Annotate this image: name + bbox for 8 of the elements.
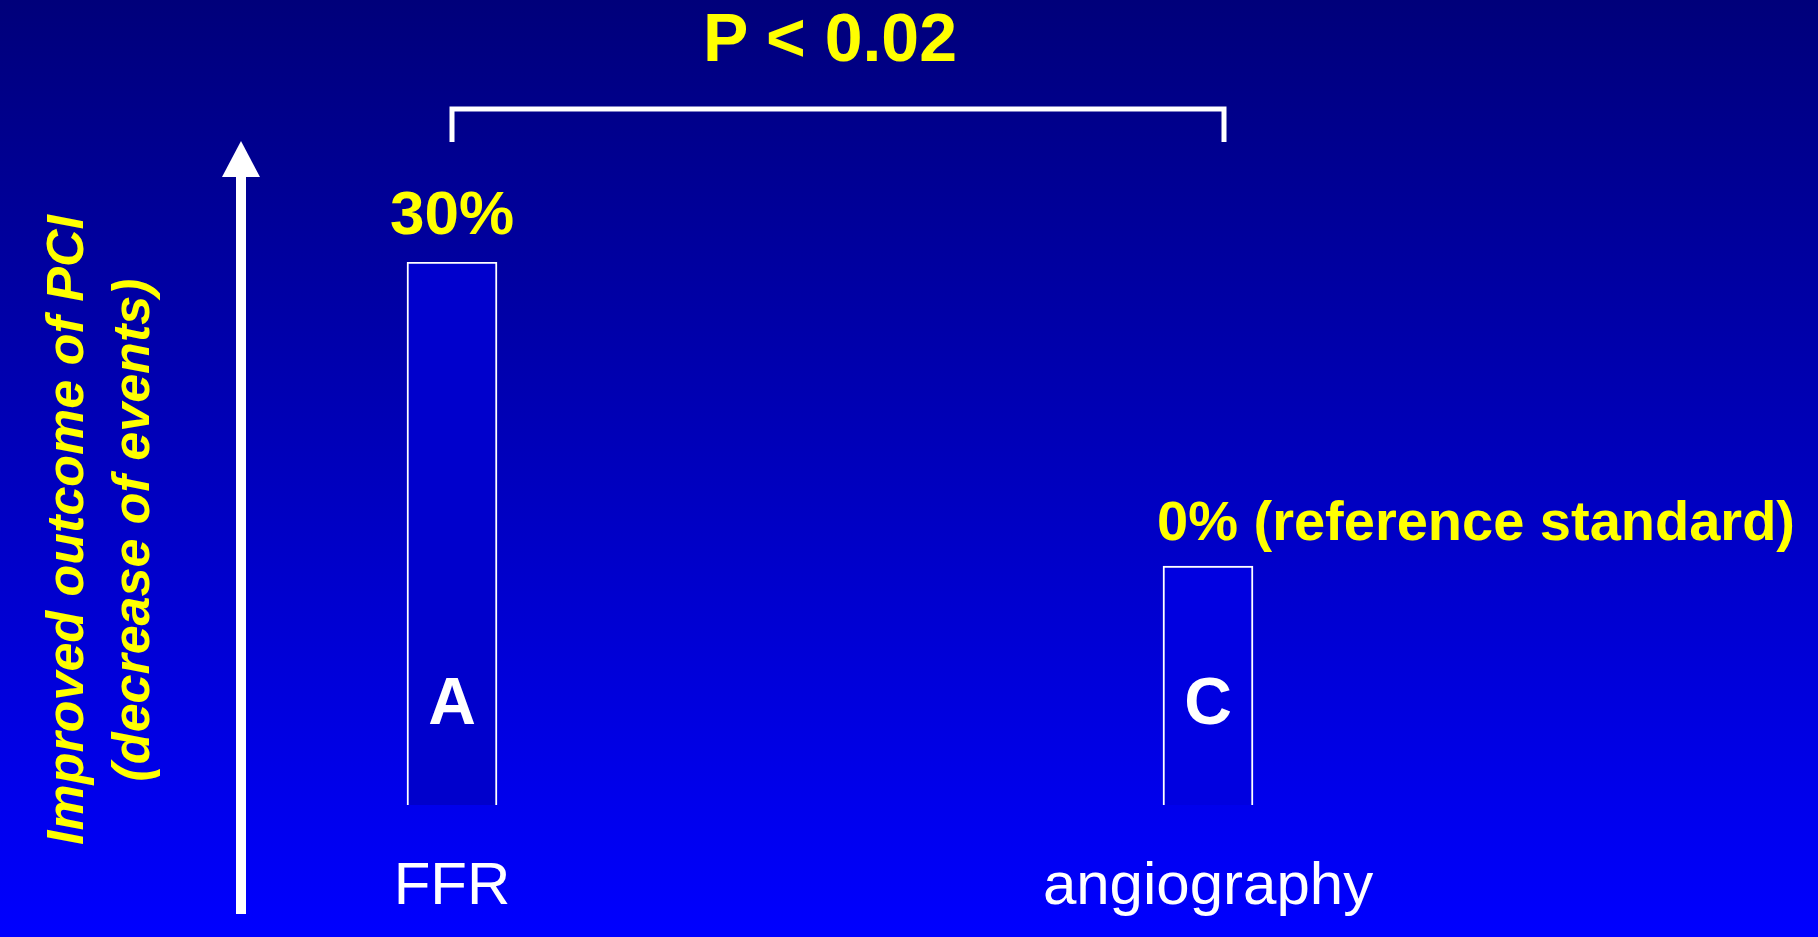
y-axis-title: Improved outcome of PCI (decrease of events) [35, 213, 161, 847]
annotation: 0% (reference standard) [1157, 488, 1796, 552]
text: 30% [389, 178, 515, 248]
x-tick-label: angiography [1042, 849, 1374, 917]
x-tick-label: FFR [393, 849, 511, 917]
text: P < 0.02 [703, 0, 957, 75]
annotation: A [428, 664, 476, 739]
annotation: C [1184, 664, 1232, 739]
